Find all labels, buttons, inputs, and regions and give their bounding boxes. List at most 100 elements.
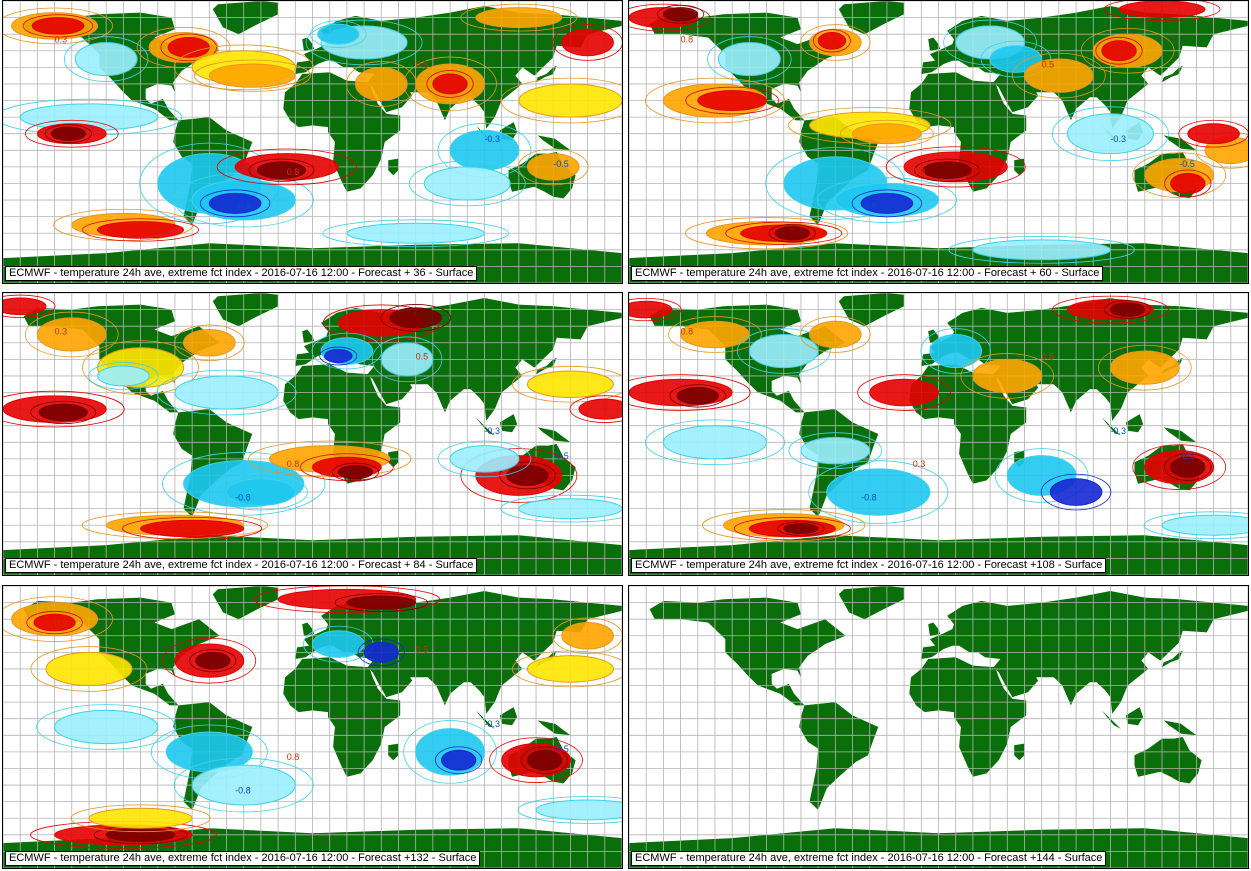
map-svg: 0.8 -0.8 0.3 -0.3 0.5 -0.5 bbox=[629, 1, 1248, 283]
anomaly-contour-line bbox=[248, 440, 412, 478]
warm-anomaly-region bbox=[680, 320, 750, 349]
anomaly-contour-line bbox=[1080, 27, 1175, 74]
map-panel-forecast-132: 0.3 -0.8 0.8 -0.3 0.5 -0.5 ECMWF - temperatur… bbox=[2, 585, 623, 869]
anomaly-contour-line bbox=[357, 638, 405, 667]
contour-value-label: 0.8 bbox=[287, 459, 300, 469]
anomaly-contour-line bbox=[1164, 453, 1212, 482]
landmass-new-guinea bbox=[1163, 720, 1197, 736]
warm-anomaly-region bbox=[475, 7, 563, 29]
warm-anomaly-region bbox=[432, 73, 468, 95]
cold-anomaly-region bbox=[346, 222, 485, 244]
anomaly-contour-line bbox=[948, 235, 1135, 264]
cold-anomaly-region bbox=[717, 41, 781, 77]
landmass-new-guinea bbox=[537, 720, 571, 736]
anomaly-contour-line bbox=[199, 189, 271, 218]
anomaly-contour-line bbox=[1104, 300, 1152, 319]
landmass-australia bbox=[1134, 737, 1202, 784]
anomaly-contour-line bbox=[162, 637, 257, 684]
anomaly-contour-line bbox=[812, 29, 851, 53]
anomaly-contour-line bbox=[668, 316, 762, 353]
warm-anomaly-region bbox=[50, 126, 87, 141]
cold-anomaly-region bbox=[535, 799, 622, 821]
anomaly-contour-line bbox=[403, 56, 497, 112]
anomaly-contour-line bbox=[253, 586, 441, 614]
cold-anomaly-region bbox=[972, 239, 1111, 261]
contour-value-label: 0.8 bbox=[287, 752, 300, 762]
anomaly-contour-line bbox=[408, 160, 526, 207]
contour-value-label: 0.3 bbox=[913, 167, 926, 177]
anomaly-contour-line bbox=[644, 419, 786, 466]
anomaly-contour-line bbox=[1164, 169, 1212, 198]
anomaly-contour-line bbox=[851, 189, 923, 218]
anomaly-contour-line bbox=[702, 509, 866, 542]
warm-anomaly-region bbox=[697, 90, 768, 111]
contour-value-label: 0.5 bbox=[416, 351, 429, 361]
warm-anomaly-region bbox=[389, 307, 442, 329]
warm-anomaly-region bbox=[1109, 302, 1146, 317]
warm-anomaly-region bbox=[561, 621, 614, 650]
anomaly-contour-line bbox=[765, 147, 906, 220]
anomaly-contour-line bbox=[214, 473, 308, 511]
anomaly-contour-line bbox=[684, 217, 849, 250]
anomaly-contour-line bbox=[943, 19, 1037, 66]
anomaly-contour-line bbox=[331, 462, 380, 482]
warm-anomaly-region bbox=[88, 807, 193, 829]
contour-value-label: -0.8 bbox=[861, 492, 877, 502]
contour-value-label: -0.5 bbox=[553, 159, 569, 169]
warm-anomaly-region bbox=[526, 655, 614, 683]
anomaly-shading-layer bbox=[3, 3, 622, 248]
anomaly-contour-line bbox=[30, 646, 148, 692]
contour-value-label: -0.8 bbox=[235, 785, 251, 795]
contour-value-label: -0.3 bbox=[484, 134, 500, 144]
warm-anomaly-region bbox=[518, 83, 622, 118]
warm-anomaly-region bbox=[105, 827, 176, 842]
anomaly-shading-layer bbox=[3, 586, 622, 849]
contour-value-label: -0.5 bbox=[1179, 451, 1195, 461]
anomaly-contour-line bbox=[189, 649, 237, 673]
anomaly-contour-line bbox=[82, 218, 199, 242]
map-panel-forecast-84: 0.3 -0.8 0.8 -0.3 0.5 -0.5 ECMWF - temperatur… bbox=[2, 292, 623, 576]
anomaly-contour-line bbox=[88, 362, 159, 390]
anomaly-contour-line bbox=[1178, 119, 1248, 148]
contour-value-label: -0.8 bbox=[861, 200, 877, 210]
panel-caption: ECMWF - temperature 24h ave, extreme fct… bbox=[631, 851, 1107, 866]
anomaly-contour-line bbox=[82, 340, 199, 395]
anomaly-contour-line bbox=[733, 516, 851, 541]
landmass-japan bbox=[536, 357, 557, 375]
warm-anomaly-region bbox=[561, 28, 614, 57]
anomaly-contour-line bbox=[435, 746, 483, 775]
contour-value-label: -0.8 bbox=[235, 200, 251, 210]
anomaly-contour-line bbox=[725, 221, 843, 245]
warm-anomaly-region bbox=[183, 328, 236, 357]
anomaly-contour-line bbox=[193, 59, 311, 92]
anomaly-contour-line bbox=[500, 77, 622, 124]
anomaly-contour-line bbox=[3, 596, 113, 642]
warm-anomaly-region bbox=[676, 387, 719, 405]
contour-value-label: -0.8 bbox=[235, 492, 251, 502]
anomaly-contour-line bbox=[437, 440, 532, 478]
anomaly-contour-line bbox=[857, 374, 951, 411]
contour-value-label: 0.5 bbox=[416, 59, 429, 69]
cold-anomaly-region bbox=[380, 342, 434, 377]
anomaly-contour-line bbox=[310, 20, 367, 49]
lat-lon-grid bbox=[629, 586, 1248, 868]
anomaly-contour-line bbox=[808, 460, 949, 524]
map-svg: 0.3 -0.8 0.8 -0.3 0.5 -0.5 bbox=[3, 1, 622, 283]
map-panel-forecast-144: ECMWF - temperature 24h ave, extreme fct… bbox=[628, 585, 1249, 869]
warm-anomaly-region bbox=[869, 378, 940, 407]
landmass-arabia bbox=[372, 667, 413, 698]
anomaly-shading-layer bbox=[629, 1, 1248, 264]
landmass-north-america bbox=[649, 304, 846, 413]
anomaly-contour-line bbox=[322, 219, 509, 248]
landmass-japan bbox=[536, 65, 557, 83]
landmass-arabia bbox=[998, 667, 1039, 698]
landmass-indonesia-borneo bbox=[499, 414, 518, 433]
warm-anomaly-region bbox=[972, 358, 1043, 394]
panel-caption: ECMWF - temperature 24h ave, extreme fct… bbox=[631, 558, 1107, 573]
landmass-south-america bbox=[799, 702, 879, 810]
cold-anomaly-region bbox=[440, 749, 477, 771]
warm-anomaly-region bbox=[45, 651, 133, 687]
anomaly-contour-line bbox=[707, 36, 792, 82]
anomaly-contour-line bbox=[1040, 473, 1112, 511]
anomaly-contour-line bbox=[788, 107, 952, 144]
